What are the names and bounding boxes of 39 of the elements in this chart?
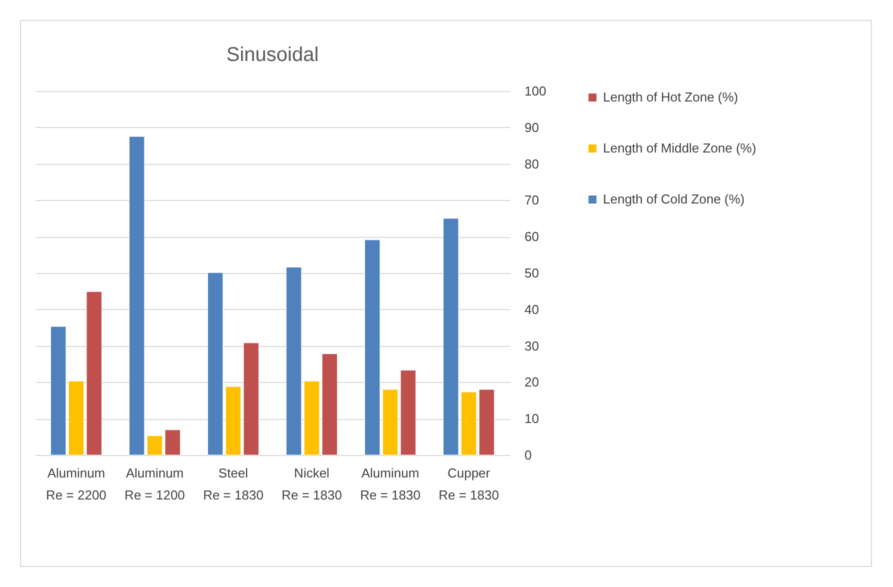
y-tick-label: 20 [524,374,539,390]
bar [304,380,320,456]
bar [364,240,380,456]
x-tick-label: Aluminum Re = 2200 [46,466,106,502]
y-tick-label: 60 [524,229,539,244]
y-tick-label: 70 [524,192,539,208]
x-tick-label: Aluminum Re = 1200 [124,466,185,502]
y-tick-label: 100 [524,84,546,98]
y-tick-label: 80 [524,156,539,172]
bar [146,435,163,456]
y-tick-label: 0 [524,448,532,462]
bar [322,354,338,456]
bar [382,389,398,456]
bar [478,389,495,456]
y-tick-label: 90 [524,120,539,135]
y-tick-label: 40 [524,302,539,317]
bar [207,272,224,456]
y-tick-label: 10 [524,411,539,426]
bar [68,380,84,456]
bar [86,291,102,456]
bar [50,326,66,456]
bar [128,136,145,456]
bar [286,266,302,456]
legend-label: Length of Middle Zone (%) [603,140,756,156]
x-tick-label: Aluminum Re = 1830 [360,466,420,502]
legend-label: Length of Hot Zone (%) [603,90,738,104]
bar [225,386,242,456]
bar [400,370,416,456]
bar [164,430,180,456]
y-tick-label: 50 [524,266,539,280]
y-tick-label: 30 [524,338,539,354]
bar [443,218,459,456]
x-tick-label: Nickel Re = 1830 [282,466,342,502]
chart-title: Sinusoidal [226,44,319,66]
legend-label: Length of Cold Zone (%) [603,192,745,206]
bar [460,392,477,456]
x-tick-label: Steel Re = 1830 [203,466,264,502]
bar [243,342,260,456]
x-tick-label: Cupper Re = 1830 [438,466,499,502]
